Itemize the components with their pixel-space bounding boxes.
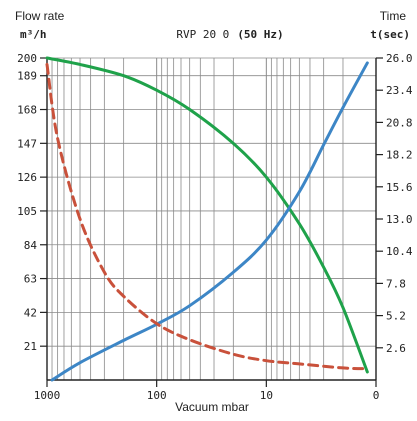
right-axis-label: Time bbox=[380, 9, 407, 23]
right-tick-label: 23.4 bbox=[386, 84, 413, 97]
left-tick-label: 63 bbox=[24, 273, 37, 286]
chart-title-suffix: (50 Hz) bbox=[237, 28, 283, 41]
tick-labels: 200 189 168 147 126 105 84 63 42 21 26.0 23.4 20.8 18… bbox=[17, 52, 413, 402]
right-tick-label: 13.0 bbox=[386, 213, 413, 226]
series-group bbox=[45, 56, 369, 382]
x-tick-label: 0 bbox=[373, 389, 380, 402]
left-tick-label: 168 bbox=[17, 104, 37, 117]
time-curve bbox=[50, 61, 369, 382]
left-axis-label: Flow rate bbox=[15, 9, 65, 23]
chart-title: RVP 20 0 (50 Hz) bbox=[176, 28, 283, 41]
right-tick-label: 10.4 bbox=[386, 245, 413, 258]
chart-title-model: RVP 20 0 bbox=[176, 28, 229, 41]
left-tick-label: 42 bbox=[24, 306, 37, 319]
left-tick-label: 21 bbox=[24, 340, 37, 353]
flow-rate-curve bbox=[45, 56, 369, 374]
right-tick-label: 5.2 bbox=[386, 310, 406, 323]
left-axis-unit: m³/h bbox=[20, 28, 47, 41]
right-tick-label: 2.6 bbox=[386, 342, 406, 355]
x-tick-label: 10 bbox=[260, 389, 273, 402]
left-tick-label: 189 bbox=[17, 70, 37, 83]
right-tick-label: 18.2 bbox=[386, 149, 413, 162]
axes bbox=[40, 57, 383, 387]
right-tick-label: 15.6 bbox=[386, 181, 413, 194]
right-tick-label: 7.8 bbox=[386, 277, 406, 290]
x-tick-label: 100 bbox=[147, 389, 167, 402]
right-axis-unit: t(sec) bbox=[370, 28, 410, 41]
left-tick-label: 200 bbox=[17, 52, 37, 65]
grid bbox=[47, 57, 377, 380]
left-tick-label: 84 bbox=[24, 239, 38, 252]
right-tick-label: 26.0 bbox=[386, 52, 413, 65]
left-tick-label: 105 bbox=[17, 205, 37, 218]
dashed-curve bbox=[45, 62, 369, 371]
x-axis-label: Vacuum mbar bbox=[175, 400, 249, 414]
left-tick-label: 147 bbox=[17, 137, 37, 150]
x-tick-label: 1000 bbox=[34, 389, 61, 402]
left-tick-label: 126 bbox=[17, 171, 37, 184]
right-tick-label: 20.8 bbox=[386, 116, 413, 129]
